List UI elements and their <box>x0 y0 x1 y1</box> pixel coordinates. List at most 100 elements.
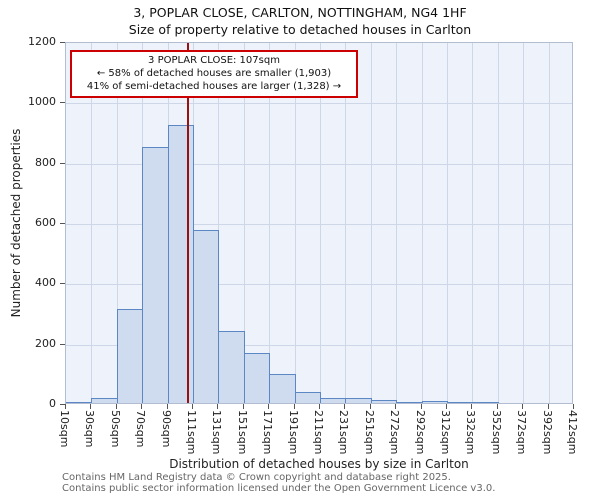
x-tick-label: 111sqm <box>185 410 198 455</box>
x-tick-label: 332sqm <box>464 410 478 455</box>
x-tick-label: 292sqm <box>413 410 427 455</box>
bar <box>91 398 118 403</box>
tick-mark <box>60 223 65 224</box>
x-tick-label: 312sqm <box>439 410 452 455</box>
bar <box>396 401 423 403</box>
tick-mark <box>573 404 574 409</box>
y-tick-label: 800 <box>35 155 56 169</box>
x-tick-label: 211sqm <box>312 410 325 455</box>
x-tick-label: 231sqm <box>337 410 351 455</box>
bar <box>472 402 499 403</box>
gridline <box>472 43 474 403</box>
tick-mark <box>166 404 168 409</box>
x-axis-label: Distribution of detached houses by size … <box>169 457 469 471</box>
chart-subtitle: Size of property relative to detached ho… <box>128 22 472 37</box>
tick-mark <box>319 404 320 409</box>
tick-mark <box>395 404 397 409</box>
tick-mark <box>115 404 117 409</box>
tick-mark <box>268 404 270 409</box>
tick-mark <box>369 404 371 409</box>
x-tick-label: 151sqm <box>235 410 249 455</box>
gridline <box>548 43 550 403</box>
gridline <box>243 43 245 403</box>
gridline <box>66 103 572 105</box>
x-tick-label: 50sqm <box>108 410 122 448</box>
x-tick-label: 90sqm <box>159 410 173 448</box>
footer-attribution-2: Contains public sector information licen… <box>62 483 496 494</box>
chart-title: 3, POPLAR CLOSE, CARLTON, NOTTINGHAM, NG… <box>133 5 467 20</box>
tick-mark <box>90 404 92 409</box>
tick-mark <box>293 404 295 409</box>
gridline <box>370 43 372 403</box>
x-tick-label: 171sqm <box>261 410 275 455</box>
gridline <box>396 43 398 403</box>
gridline <box>497 43 499 403</box>
gridline <box>66 163 572 165</box>
tick-mark <box>344 404 346 409</box>
tick-mark <box>420 404 422 409</box>
gridline <box>116 43 118 403</box>
x-tick-label: 412sqm <box>566 410 579 455</box>
gridline <box>66 284 572 286</box>
x-tick-label: 392sqm <box>540 410 554 455</box>
plot-area: 3 POPLAR CLOSE: 107sqm ← 58% of detached… <box>65 42 573 404</box>
y-tick-label: 1000 <box>28 95 56 109</box>
property-size-marker <box>187 43 190 403</box>
tick-mark <box>192 404 193 409</box>
bar <box>243 353 271 403</box>
bar <box>421 400 448 403</box>
annotation-line-1: 3 POPLAR CLOSE: 107sqm <box>148 55 280 66</box>
annotation-box: 3 POPLAR CLOSE: 107sqm ← 58% of detached… <box>70 50 358 98</box>
y-tick-label: 0 <box>49 397 56 410</box>
bar <box>320 398 347 403</box>
gridline <box>269 43 271 403</box>
tick-mark <box>60 343 65 345</box>
bar <box>116 309 144 403</box>
bar <box>66 402 93 403</box>
gridline <box>447 43 448 403</box>
gridline <box>66 344 572 346</box>
tick-mark <box>496 404 498 409</box>
bar <box>370 399 398 403</box>
tick-mark <box>522 404 524 409</box>
tick-mark <box>60 162 65 164</box>
tick-mark <box>446 404 447 409</box>
gridline <box>345 43 347 403</box>
bar <box>269 374 296 403</box>
tick-mark <box>242 404 244 409</box>
tick-mark <box>60 42 65 43</box>
x-tick-label: 191sqm <box>286 410 300 455</box>
x-tick-label: 251sqm <box>362 410 376 455</box>
tick-mark <box>217 404 219 409</box>
x-tick-label: 70sqm <box>134 410 148 448</box>
tick-mark <box>60 283 65 285</box>
bar <box>142 146 169 403</box>
y-tick-label: 1200 <box>28 35 56 48</box>
annotation-line-2: ← 58% of detached houses are smaller (1,… <box>96 68 332 79</box>
y-tick-label: 200 <box>35 336 56 350</box>
tick-mark <box>60 404 65 405</box>
bar <box>193 229 220 403</box>
x-tick-label: 131sqm <box>210 410 224 455</box>
tick-mark <box>60 102 65 104</box>
tick-mark <box>547 404 549 409</box>
gridline <box>421 43 423 403</box>
x-tick-label: 272sqm <box>388 410 402 455</box>
footer-attribution-1: Contains HM Land Registry data © Crown c… <box>62 472 451 483</box>
gridline <box>91 43 93 403</box>
x-tick-label: 10sqm <box>58 410 71 448</box>
bar <box>294 392 321 403</box>
gridline <box>66 224 572 225</box>
gridline <box>523 43 525 403</box>
gridline <box>218 43 220 403</box>
x-tick-label: 372sqm <box>515 410 529 455</box>
x-tick-label: 352sqm <box>489 410 503 455</box>
y-tick-label: 600 <box>35 216 56 229</box>
gridline <box>294 43 296 403</box>
tick-mark <box>65 404 66 409</box>
tick-mark <box>141 404 143 409</box>
y-tick-label: 400 <box>35 276 56 290</box>
gridline <box>320 43 321 403</box>
bar <box>218 330 245 403</box>
